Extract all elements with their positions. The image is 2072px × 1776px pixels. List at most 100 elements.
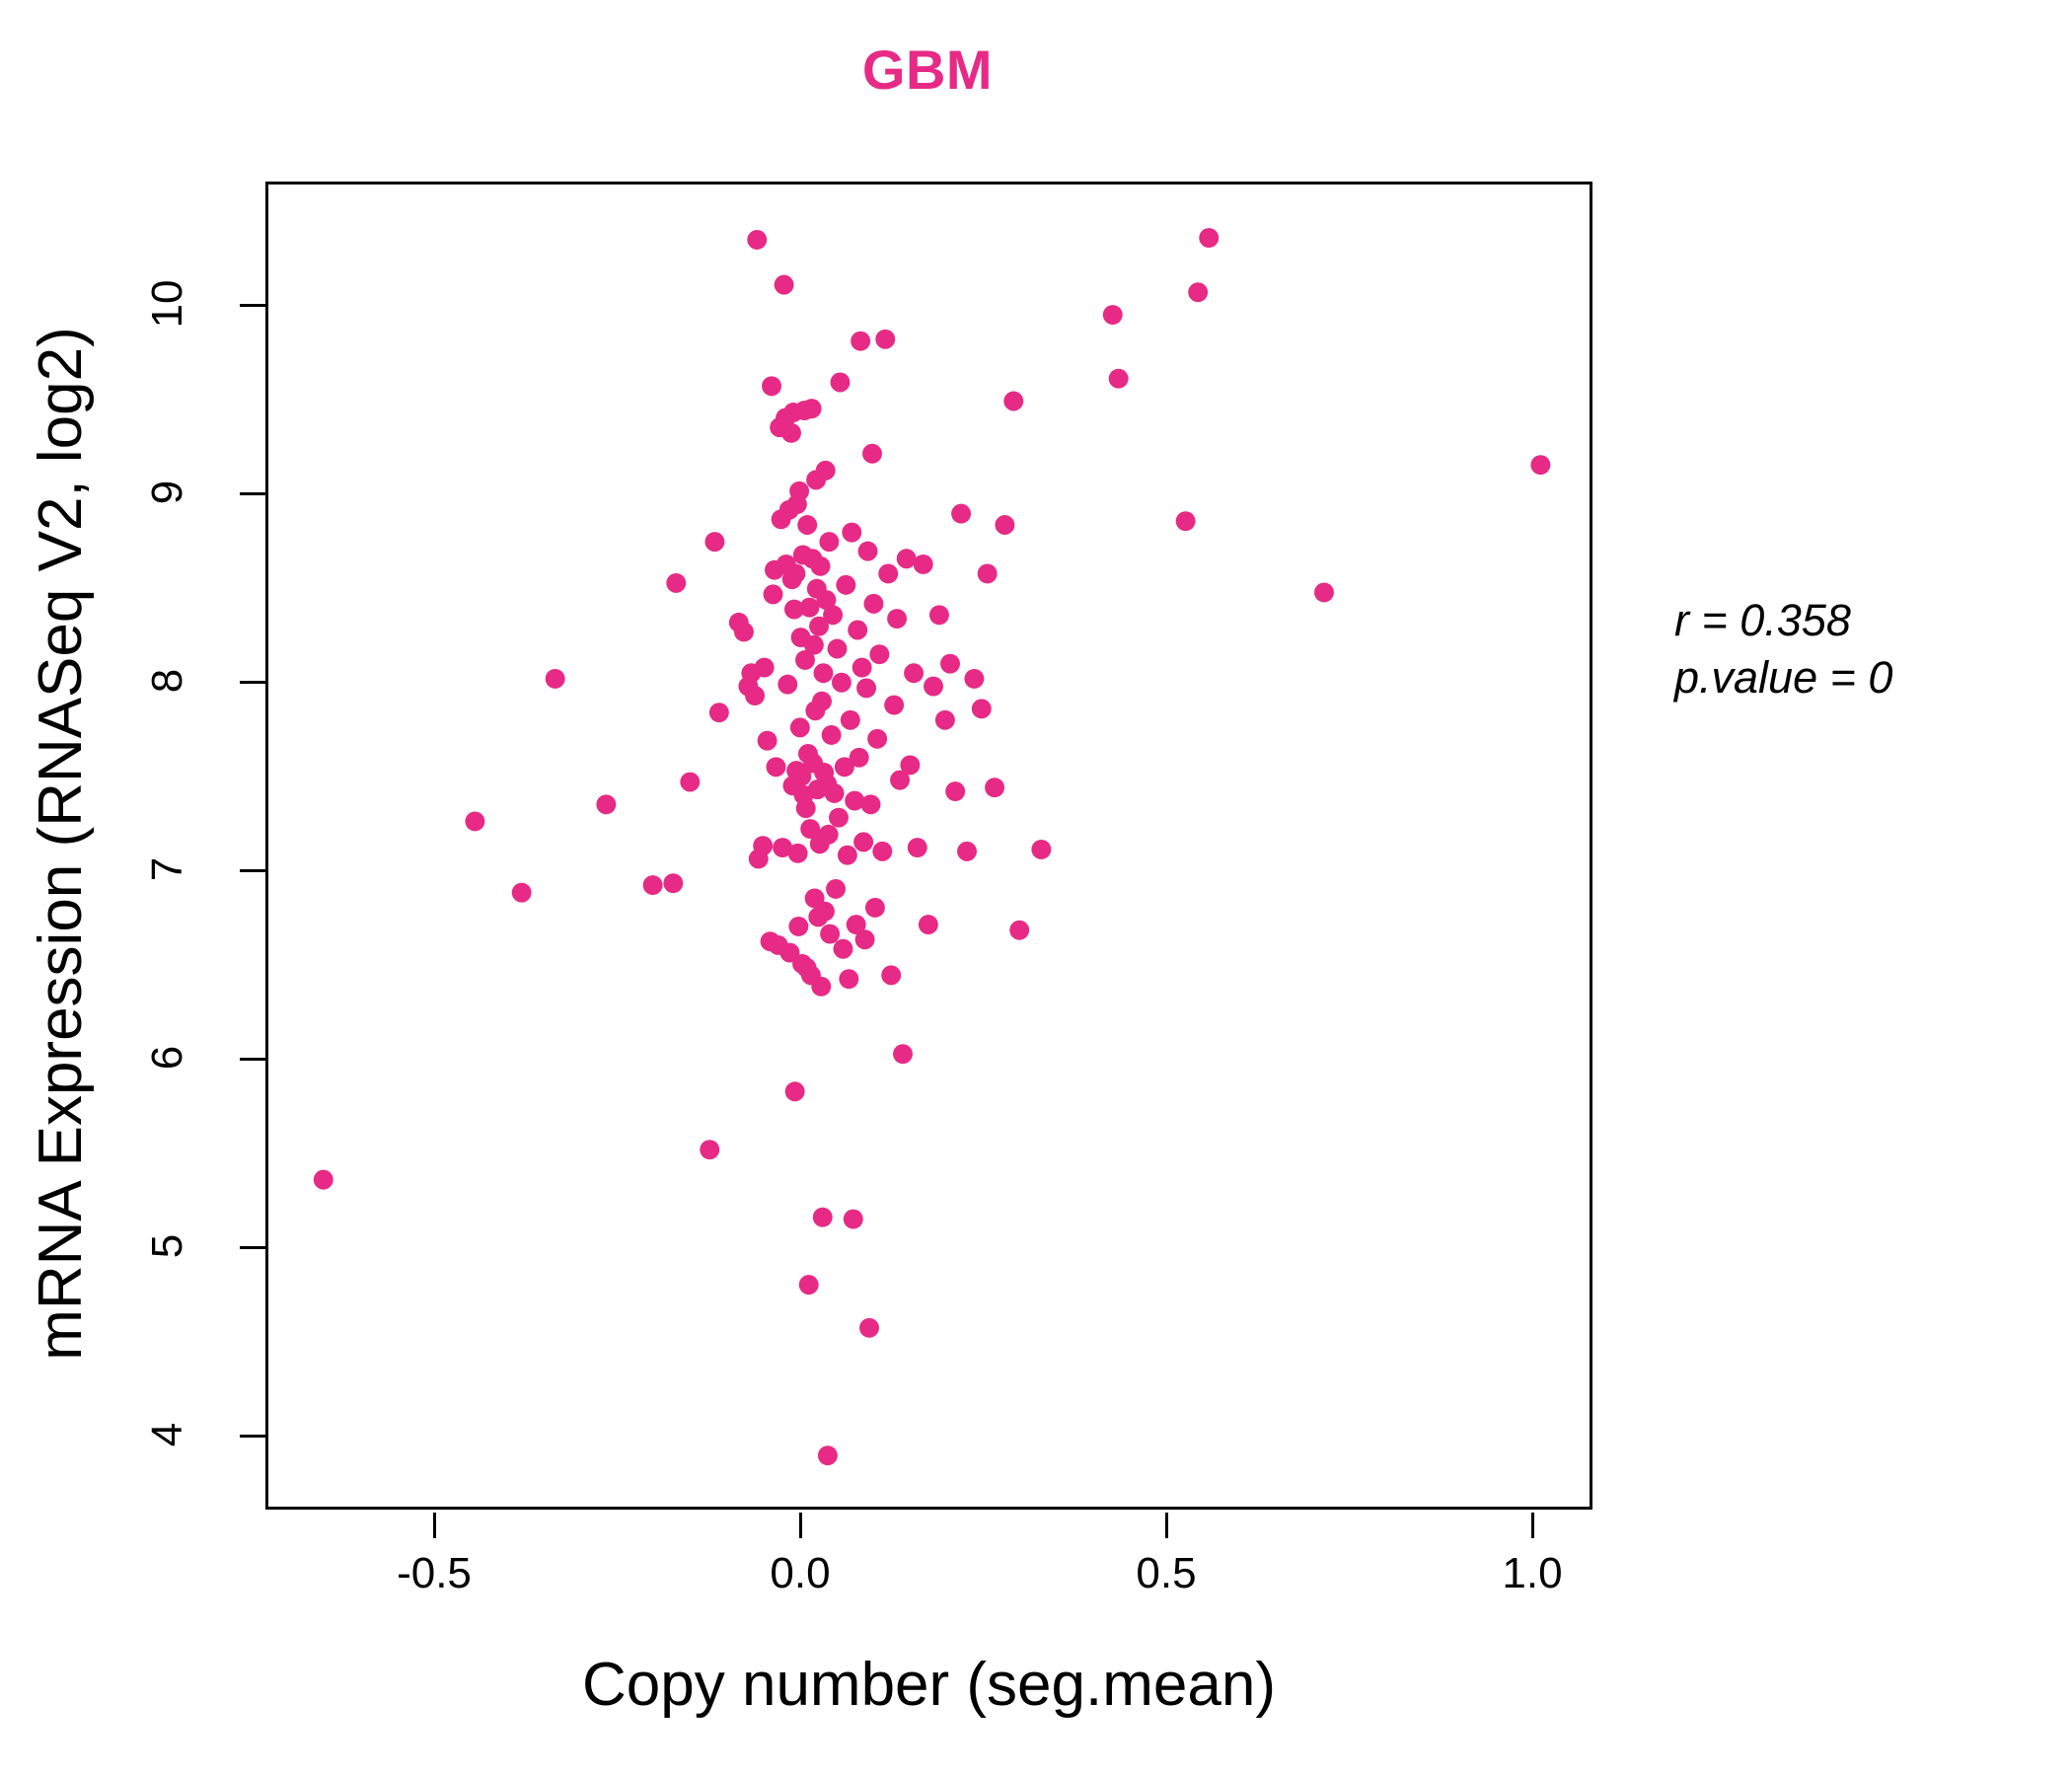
- scatter-point: [928, 605, 949, 626]
- scatter-point: [708, 703, 729, 723]
- scatter-point: [971, 699, 992, 719]
- scatter-point: [704, 532, 725, 553]
- scatter-point: [867, 728, 888, 749]
- scatter-point: [840, 709, 860, 730]
- scatter-point: [797, 515, 818, 535]
- scatter-point: [957, 841, 977, 861]
- scatter-point: [875, 329, 896, 349]
- scatter-point: [799, 597, 820, 618]
- scatter-point: [864, 897, 885, 918]
- scatter-point: [762, 376, 781, 397]
- scatter-point: [753, 836, 774, 856]
- scatter-point: [1175, 511, 1196, 532]
- scatter-point: [862, 443, 882, 464]
- scatter-point: [964, 668, 985, 689]
- scatter-point: [1108, 368, 1129, 389]
- y-axis-label-container: mRNA Expression (RNASeq V2, log2): [26, 180, 95, 1508]
- scatter-point: [803, 634, 824, 655]
- scatter-point: [849, 747, 869, 768]
- scatter-point: [900, 755, 921, 776]
- y-tick-mark: [240, 869, 265, 872]
- scatter-point: [511, 882, 532, 903]
- scatter-point: [884, 695, 905, 715]
- scatter-point: [846, 915, 866, 934]
- x-tick-mark: [1165, 1513, 1168, 1538]
- y-tick-label: 6: [143, 1045, 191, 1071]
- scatter-point: [1003, 391, 1024, 411]
- scatter-point: [859, 1317, 879, 1338]
- scatter-point: [821, 725, 842, 745]
- scatter-point: [1102, 305, 1123, 326]
- scatter-point: [824, 782, 845, 803]
- scatter-point: [1530, 455, 1551, 476]
- scatter-point: [789, 717, 810, 738]
- scatter-point: [837, 845, 857, 865]
- scatter-point: [809, 616, 830, 636]
- x-tick-label: -0.5: [397, 1549, 472, 1597]
- scatter-point: [820, 924, 841, 944]
- scatter-point: [830, 372, 851, 393]
- scatter-point: [642, 875, 663, 896]
- p-value-text: p.value = 0: [1674, 651, 1893, 703]
- scatter-point: [945, 781, 966, 801]
- scatter-point: [788, 916, 809, 936]
- scatter-point: [1009, 920, 1030, 940]
- scatter-point: [829, 807, 849, 828]
- scatter-point: [789, 481, 810, 501]
- y-tick-label: 9: [143, 480, 191, 505]
- x-axis-label: Copy number (seg.mean): [582, 1651, 1276, 1719]
- scatter-point: [907, 838, 927, 858]
- y-axis-label: mRNA Expression (RNASeq V2, log2): [26, 327, 95, 1361]
- scatter-point: [913, 554, 933, 574]
- x-tick-mark: [433, 1513, 436, 1538]
- scatter-point: [893, 1044, 913, 1065]
- y-tick-label: 4: [143, 1422, 191, 1447]
- correlation-r-text: r = 0.358: [1674, 595, 1851, 645]
- y-tick-label: 7: [143, 856, 191, 882]
- scatter-point: [784, 1081, 805, 1102]
- scatter-point: [890, 770, 910, 790]
- statistics-annotation: r = 0.358 p.value = 0: [1674, 592, 1892, 705]
- scatter-point: [816, 590, 837, 611]
- scatter-point: [940, 653, 960, 674]
- scatter-point: [815, 901, 835, 922]
- scatter-point: [795, 649, 815, 670]
- scatter-point: [819, 532, 840, 553]
- scatter-point: [887, 609, 908, 629]
- scatter-point: [845, 790, 865, 811]
- scatter-point: [853, 832, 874, 852]
- scatter-point: [951, 503, 972, 524]
- y-tick-mark: [240, 492, 265, 495]
- y-tick-label: 5: [143, 1233, 191, 1259]
- scatter-points-layer: [313, 228, 1551, 1466]
- scatter-point: [863, 593, 884, 614]
- scatter-point: [995, 515, 1015, 535]
- scatter-point: [700, 1140, 720, 1160]
- scatter-point: [851, 331, 871, 351]
- scatter-point: [813, 663, 834, 684]
- y-tick-mark: [240, 1246, 265, 1249]
- scatter-point: [839, 969, 859, 990]
- scatter-point: [545, 668, 565, 689]
- scatter-point: [785, 563, 806, 584]
- scatter-point: [766, 757, 786, 777]
- scatter-point: [985, 777, 1005, 798]
- scatter-point: [1199, 228, 1220, 249]
- scatter-point: [795, 798, 816, 819]
- scatter-point: [313, 1169, 333, 1190]
- scatter-point: [754, 657, 775, 678]
- y-tick-mark: [240, 681, 265, 684]
- scatter-point: [848, 620, 868, 640]
- scatter-point: [818, 824, 839, 845]
- scatter-point: [842, 522, 862, 543]
- scatter-point: [857, 541, 878, 561]
- scatter-point: [836, 574, 856, 595]
- scatter-point: [896, 549, 917, 569]
- x-tick-label: 1.0: [1502, 1549, 1563, 1597]
- scatter-point: [1031, 840, 1052, 859]
- scatter-point: [811, 976, 832, 997]
- page-title: GBM: [861, 38, 994, 101]
- scatter-point: [934, 709, 955, 730]
- x-tick-label: 0.5: [1136, 1549, 1197, 1597]
